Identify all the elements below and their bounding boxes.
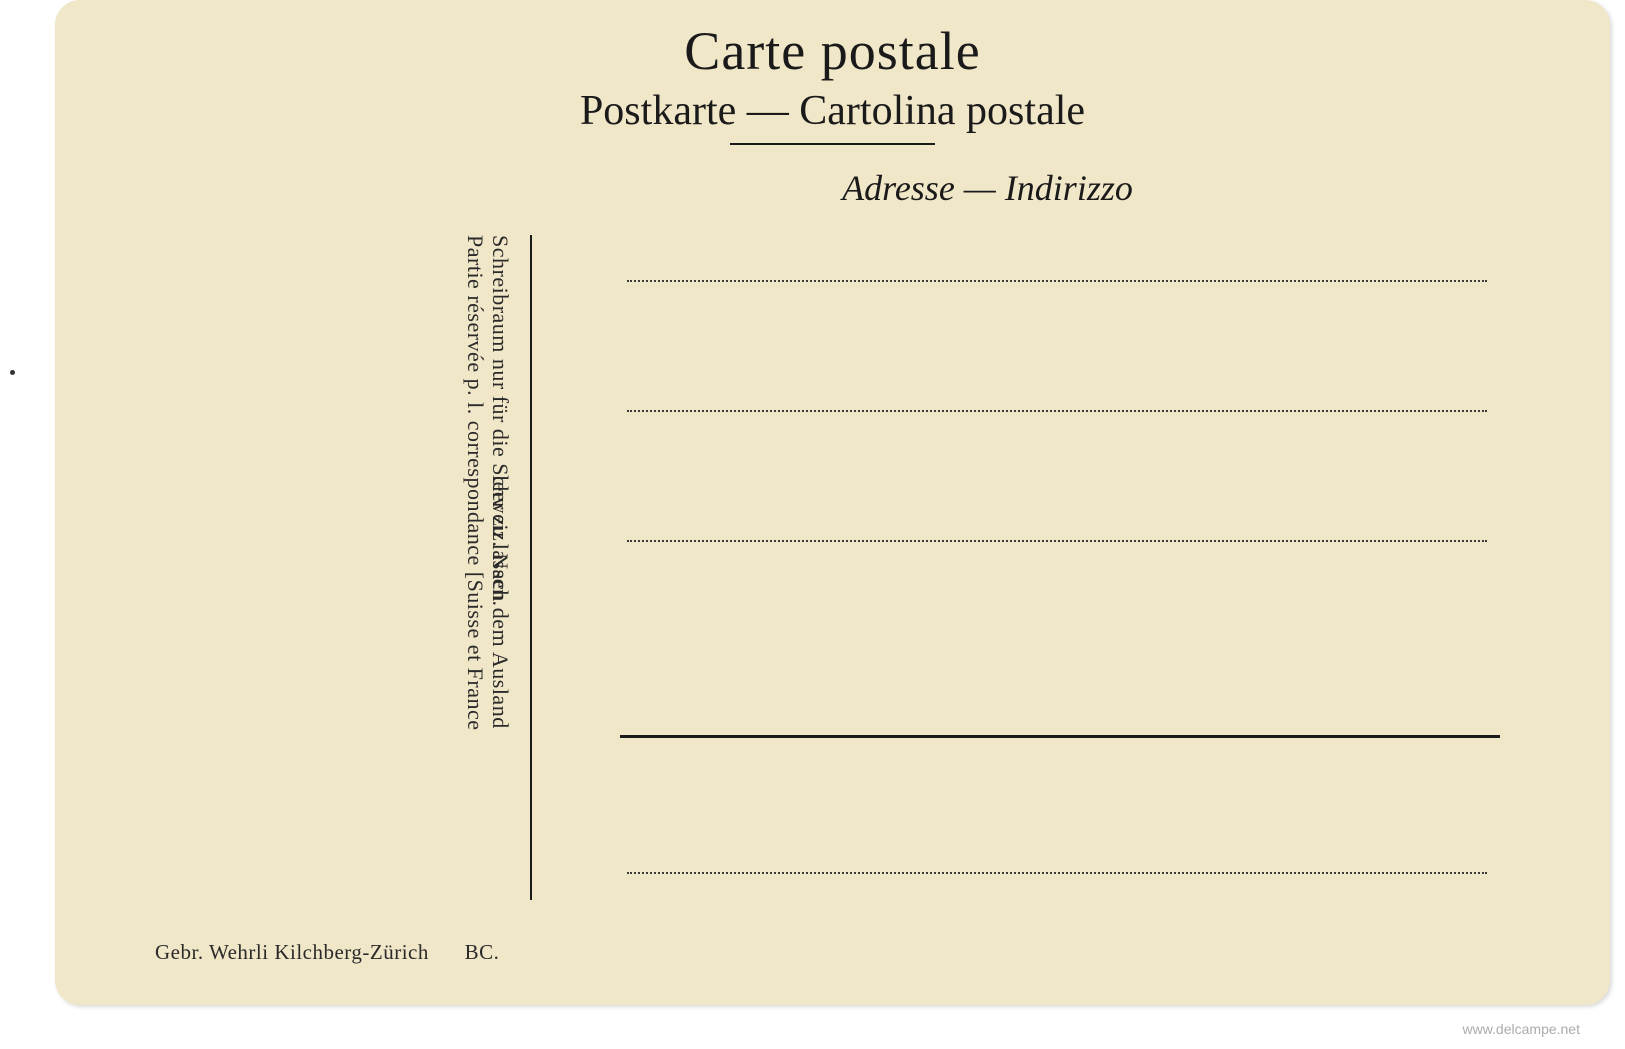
publisher-code: BC. [465, 940, 500, 964]
vertical-divider-line [530, 235, 532, 900]
adresse-separator: — [955, 168, 1005, 208]
adresse-label-right: Indirizzo [1005, 168, 1133, 208]
title-main: Carte postale [55, 20, 1610, 82]
adresse-label-line: Adresse — Indirizzo [55, 167, 1610, 209]
publisher-name: Gebr. Wehrli Kilchberg-Zürich [155, 940, 429, 964]
address-dotted-lines [627, 280, 1487, 670]
address-bottom-dotted-line [627, 872, 1487, 874]
title-separator: — [736, 88, 799, 134]
adresse-label-left: Adresse [842, 168, 955, 208]
title-sub-right: Cartolina postale [799, 88, 1085, 134]
address-solid-line [620, 735, 1500, 738]
vertical-note-line-3: leer zu lassen. [487, 475, 513, 607]
title-sub-left: Postkarte [580, 88, 736, 134]
title-underline-rule [730, 143, 935, 145]
address-line-1 [627, 280, 1487, 282]
postcard-header: Carte postale Postkarte — Cartolina post… [55, 0, 1610, 145]
address-line-3 [627, 540, 1487, 542]
postcard-back: Carte postale Postkarte — Cartolina post… [55, 0, 1610, 1005]
publisher-credit: Gebr. Wehrli Kilchberg-Zürich BC. [155, 940, 499, 965]
watermark-text: www.delcampe.net [1462, 1021, 1580, 1037]
title-subtitle: Postkarte — Cartolina postale [55, 87, 1610, 135]
vertical-note-line-1: Partie réservée p. l. correspondance [Su… [462, 235, 488, 895]
edge-artifact-dot [10, 370, 15, 375]
address-line-2 [627, 410, 1487, 412]
